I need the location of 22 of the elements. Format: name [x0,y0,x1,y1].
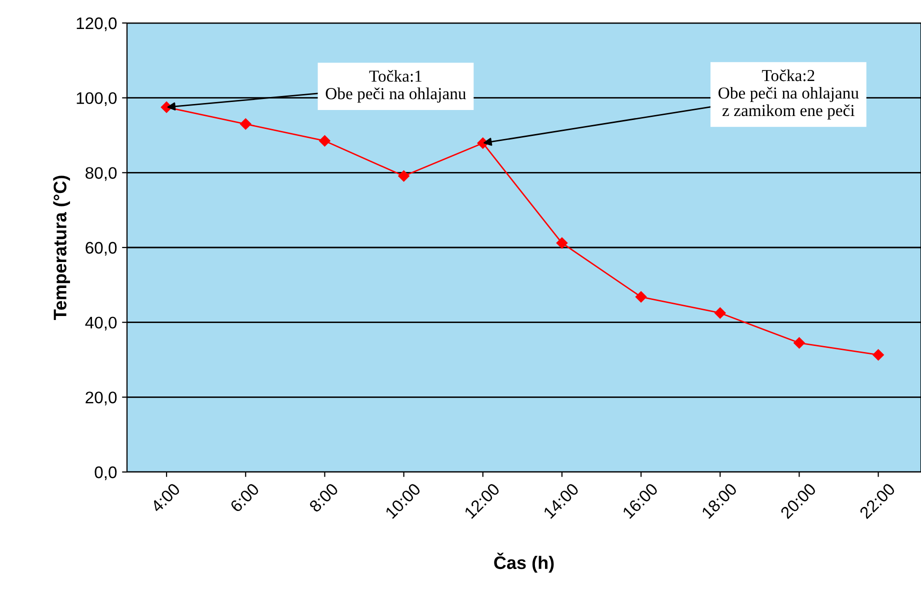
x-tick-label: 4:00 [150,482,181,514]
point [714,307,726,319]
annotation: Točka:1 Obe peči na ohlajanu [326,70,466,103]
y-tick-label: 0,0 [94,466,117,480]
point [556,237,568,249]
y-tick-label: 80,0 [86,167,117,181]
y-tick-label: 100,0 [76,92,117,106]
point [240,118,252,130]
point [872,349,884,360]
y-tick-label: 20,0 [86,392,117,406]
y-tick-label: 120,0 [76,17,117,32]
annotation: Točka:2 Obe peči na ohlajanu z zamikom ene peči [718,69,859,120]
point [635,291,647,302]
x-axis-title: Čas (h) [494,552,554,573]
y-tick-label: 60,0 [86,242,117,256]
point [319,135,330,146]
point [794,337,805,349]
x-tick-label: 8:00 [308,482,339,513]
x-tick-label: 6:00 [230,482,260,513]
y-axis-title: Temperatura (°C) [53,176,70,320]
point [398,170,410,182]
y-tick-label: 40,0 [85,316,117,331]
